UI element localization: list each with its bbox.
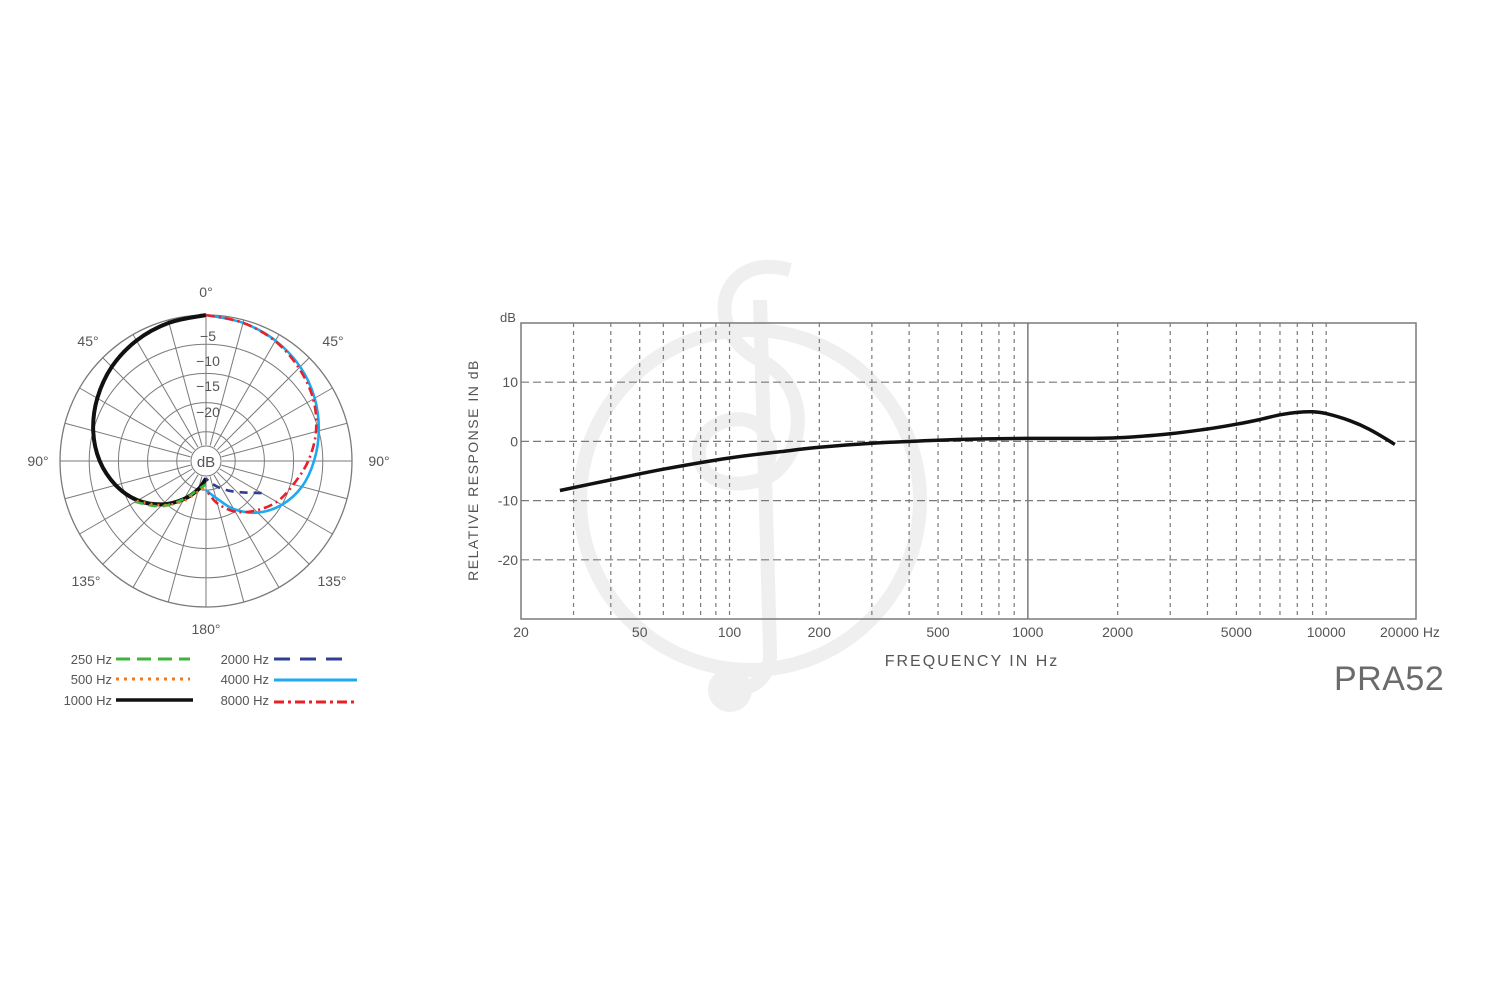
radial-label-15: −15 <box>196 378 220 394</box>
polar-spoke <box>102 471 196 565</box>
polar-legend: 250 Hz 500 Hz 1000 Hz 2000 Hz 4000 Hz 80… <box>64 652 357 708</box>
radial-label-5: −5 <box>200 328 216 344</box>
x-tick-label: 2000 <box>1102 624 1133 640</box>
y-tick-label: -10 <box>498 493 518 509</box>
polar-spoke <box>209 319 245 446</box>
polar-spoke <box>167 476 203 603</box>
polar-center-disc <box>190 445 222 477</box>
x-tick-label: 100 <box>718 624 742 640</box>
legend-label-4000hz: 4000 Hz <box>221 672 269 687</box>
polar-spoke <box>64 464 191 500</box>
x-tick-label: 5000 <box>1221 624 1252 640</box>
polar-spoke <box>64 422 191 458</box>
legend-label-8000hz: 8000 Hz <box>221 693 269 708</box>
polar-spoke <box>213 474 280 588</box>
radial-label-10: −10 <box>196 353 220 369</box>
polar-spoke <box>102 357 196 451</box>
x-tick-label: 10000 <box>1307 624 1346 640</box>
x-tick-label: 20 <box>513 624 529 640</box>
angle-label-180: 180° <box>192 621 221 637</box>
model-name: PRA52 <box>1334 660 1445 698</box>
y-tick-label: -20 <box>498 552 518 568</box>
angle-label-45-right: 45° <box>322 333 343 349</box>
y-tick-label: 0 <box>510 433 518 449</box>
angle-label-0: 0° <box>199 284 212 300</box>
polar-curve-8000hz <box>204 313 318 514</box>
y-axis-label: RELATIVE RESPONSE IN dB <box>465 359 481 581</box>
angle-label-135-right: 135° <box>318 573 347 589</box>
polar-curve-250hz <box>134 483 207 508</box>
treble-clef-dot-icon <box>708 668 752 712</box>
y-tick-labels: 10 0 -10 -20 <box>498 374 518 568</box>
polar-curves <box>91 313 321 515</box>
x-tick-label: 20000 Hz <box>1380 624 1440 640</box>
x-tick-label: 200 <box>808 624 832 640</box>
frequency-grid <box>520 322 1417 620</box>
frequency-response-curve <box>559 409 1396 493</box>
polar-spoke <box>213 334 280 448</box>
polar-grid <box>59 314 353 608</box>
polar-curve-4000hz <box>205 313 321 515</box>
angle-label-135-left: 135° <box>72 573 101 589</box>
x-tick-label: 50 <box>632 624 648 640</box>
x-tick-label: 500 <box>926 624 950 640</box>
watermark <box>573 259 927 712</box>
x-tick-labels: 20 50 100 200 500 1000 2000 5000 10000 20000 Hz <box>513 624 1440 640</box>
polar-spoke <box>216 357 310 451</box>
angle-label-45-left: 45° <box>77 333 98 349</box>
polar-spoke <box>132 474 199 588</box>
legend-label-1000hz: 1000 Hz <box>64 693 112 708</box>
polar-spoke <box>216 471 310 565</box>
polar-curve-1000hz <box>91 313 208 507</box>
angle-label-90-left: 90° <box>27 453 48 469</box>
polar-spoke <box>132 334 199 448</box>
x-axis-label: FREQUENCY IN Hz <box>885 653 1060 670</box>
polar-spoke <box>167 319 203 446</box>
y-tick-label: 10 <box>502 374 518 390</box>
polar-spoke <box>221 464 348 500</box>
plot-frame <box>520 322 1417 620</box>
polar-pattern-chart: 0° 45° 45° 90° 90° 135° 135° 180° −5 −10… <box>27 284 389 637</box>
legend-label-500hz: 500 Hz <box>71 672 112 687</box>
angle-label-90-right: 90° <box>368 453 389 469</box>
legend-label-250hz: 250 Hz <box>71 652 112 667</box>
polar-spoke <box>209 476 245 603</box>
x-tick-label: 1000 <box>1012 624 1043 640</box>
polar-spoke <box>221 422 348 458</box>
frequency-response-chart: 20 50 100 200 500 1000 2000 5000 10000 20000 Hz 1… <box>465 310 1440 670</box>
polar-center-label: dB <box>197 454 215 471</box>
y-unit-label: dB <box>500 310 516 325</box>
polar-curve-2000hz <box>205 477 262 495</box>
legend-label-2000hz: 2000 Hz <box>221 652 269 667</box>
radial-label-20: −20 <box>196 404 220 420</box>
